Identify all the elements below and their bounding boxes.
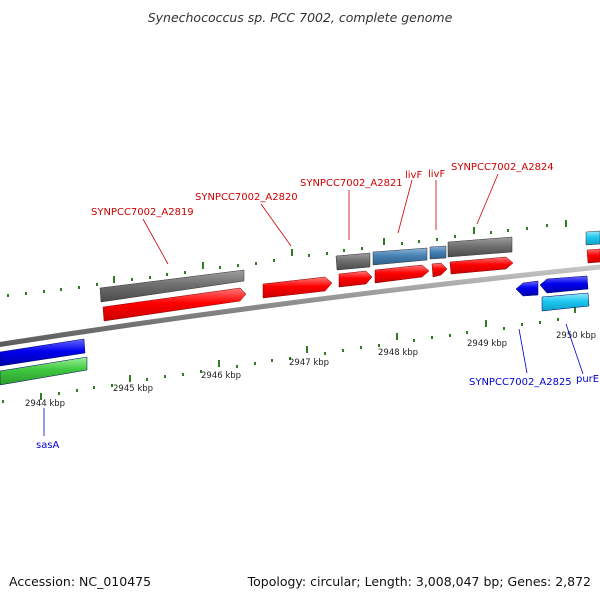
leader-line — [142, 218, 169, 265]
cds-feature[interactable] — [586, 248, 600, 264]
reverse-feature[interactable] — [539, 275, 589, 294]
scale-label: 2947 kbp — [289, 358, 329, 368]
leader-line — [518, 328, 528, 374]
gene-label[interactable]: livF — [405, 170, 422, 181]
reverse-feature[interactable] — [541, 292, 590, 312]
cds-feature[interactable] — [102, 287, 247, 322]
gene-labels: SYNPCC7002_A2819 SYNPCC7002_A2820 SYNPCC… — [36, 162, 599, 451]
scale-label: 2950 kbp — [556, 331, 596, 341]
scale-tick-row — [2, 306, 576, 403]
accession-text: Accession: NC_010475 — [9, 574, 152, 589]
leader-line — [260, 203, 292, 247]
reverse-feature[interactable] — [0, 338, 86, 367]
cds-track — [102, 248, 600, 322]
label-leaders — [43, 173, 584, 436]
gene-label[interactable]: sasA — [36, 440, 60, 451]
reverse-track — [0, 275, 590, 386]
gene-label[interactable]: SYNPCC7002_A2820 — [195, 192, 298, 203]
gene-label[interactable]: livF — [428, 169, 445, 180]
cds-feature[interactable] — [449, 256, 514, 275]
gene-feature[interactable] — [429, 245, 447, 260]
gene-label[interactable]: purE — [576, 374, 599, 385]
gene-label[interactable]: SYNPCC7002_A2825 — [469, 377, 572, 388]
forward-tick-row — [7, 220, 567, 297]
gene-track — [99, 230, 600, 303]
scale-labels: 2944 kbp 2945 kbp 2946 kbp 2947 kbp 2948… — [25, 331, 596, 409]
gene-feature[interactable] — [335, 252, 371, 271]
scale-label: 2948 kbp — [378, 348, 418, 358]
genome-backbone — [0, 264, 600, 347]
leader-line — [397, 179, 413, 234]
scale-label: 2944 kbp — [25, 399, 65, 409]
scale-label: 2945 kbp — [113, 384, 153, 394]
gene-feature[interactable] — [585, 230, 600, 246]
cds-feature[interactable] — [374, 264, 430, 284]
scale-label: 2949 kbp — [467, 339, 507, 349]
reverse-feature[interactable] — [515, 280, 539, 297]
cds-feature[interactable] — [431, 262, 448, 278]
gene-feature[interactable] — [372, 247, 428, 266]
scale-label: 2946 kbp — [201, 371, 241, 381]
gene-label[interactable]: SYNPCC7002_A2824 — [451, 162, 554, 173]
reverse-feature[interactable] — [0, 356, 88, 386]
gene-feature[interactable] — [99, 269, 245, 303]
topology-text: Topology: circular; Length: 3,008,047 bp… — [247, 574, 591, 589]
gene-label[interactable]: SYNPCC7002_A2819 — [91, 207, 194, 218]
leader-line — [565, 323, 584, 375]
map-title: Synechococcus sp. PCC 7002, complete gen… — [147, 10, 453, 25]
leader-line — [476, 173, 499, 225]
cds-feature[interactable] — [262, 276, 333, 299]
cds-feature[interactable] — [338, 270, 373, 288]
gene-feature[interactable] — [447, 236, 513, 258]
gene-label[interactable]: SYNPCC7002_A2821 — [300, 178, 403, 189]
